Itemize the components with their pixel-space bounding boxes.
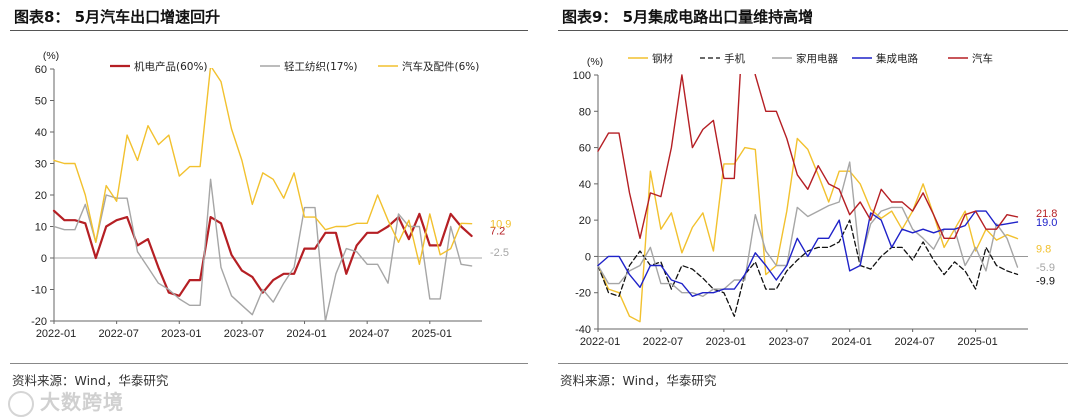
left-legend-label-1: 轻工纺织(17%) (284, 60, 358, 73)
right-x-tick-label: 2024-07 (894, 336, 934, 348)
right-y-tick-label: 80 (579, 106, 591, 118)
right-x-tick-label: 2022-01 (580, 336, 620, 348)
left-source-rule (10, 363, 528, 364)
left-end-label-1: -2.5 (490, 247, 509, 259)
left-chart-panel: 图表8： 5月汽车出口增速回升 -20 -10 0 10 20 30 40 50 60 (%) 20… (10, 8, 528, 388)
left-y-tick-label: 30 (35, 159, 47, 171)
right-y-tick-label: 100 (573, 70, 591, 82)
right-end-label-0: 9.8 (1036, 244, 1051, 256)
left-x-tick-label: 2022-01 (36, 328, 76, 340)
right-chart-panel: 图表9： 5月集成电路出口量维持高增 -40 -20 0 20 40 60 80 100 (%)… (548, 0, 1080, 418)
left-line-chart: -20 -10 0 10 20 30 40 50 60 (%) 2022-01 2022-07 2023… (31, 50, 511, 340)
left-x-tick-label: 2022-07 (98, 328, 138, 340)
left-legend-label-2: 汽车及配件(6%) (402, 60, 479, 73)
right-end-label-2: -5.9 (1036, 262, 1055, 274)
left-chart-title: 图表8： 5月汽车出口增速回升 (14, 8, 221, 26)
right-y-tick-label: 60 (579, 143, 591, 155)
left-x-tick-label: 2023-01 (161, 328, 201, 340)
right-unit-label: (%) (587, 56, 603, 68)
left-x-tick-label: 2025-01 (412, 328, 452, 340)
right-x-tick-label: 2023-07 (769, 336, 809, 348)
left-title-rule (10, 30, 528, 31)
right-series-line-0 (597, 137, 1019, 323)
left-y-tick-label: 60 (35, 64, 47, 76)
right-end-label-4: 21.8 (1036, 208, 1057, 220)
right-series-line-4 (597, 74, 1019, 240)
right-y-tick-label: 20 (579, 215, 591, 227)
left-y-tick-label: 20 (35, 190, 47, 202)
watermark-circle-icon (8, 390, 34, 417)
right-end-label-1: -9.9 (1036, 275, 1055, 287)
right-source-note: 资料来源：Wind，华泰研究 (560, 373, 717, 388)
left-x-tick-label: 2023-07 (224, 328, 264, 340)
left-y-tick-label: 10 (35, 222, 47, 234)
watermark-logo: 大数跨境 (8, 386, 124, 417)
right-y-tick-label: 0 (585, 251, 591, 263)
left-source-note: 资料来源：Wind，华泰研究 (12, 373, 169, 388)
right-chart-title: 图表9： 5月集成电路出口量维持高增 (562, 8, 814, 26)
left-y-tick-label: -20 (31, 316, 47, 328)
right-y-tick-label: -40 (575, 324, 591, 336)
right-source-rule (558, 363, 1068, 364)
right-legend-label-3: 集成电路 (876, 52, 918, 65)
right-y-tick-label: -20 (575, 288, 591, 300)
right-series-line-1 (597, 219, 1019, 317)
left-series-line-1 (53, 178, 473, 321)
right-end-label-3: 19.0 (1036, 217, 1057, 229)
left-end-label-0: 7.2 (490, 225, 505, 237)
watermark-text: 大数跨境 (40, 390, 124, 414)
right-title-rule (558, 30, 1068, 31)
left-x-tick-label: 2024-01 (286, 328, 326, 340)
left-y-tick-label: 0 (41, 253, 47, 265)
left-series-line-2 (53, 68, 473, 266)
left-y-tick-label: -10 (31, 285, 47, 297)
right-legend-label-1: 手机 (724, 52, 745, 65)
right-x-tick-label: 2025-01 (957, 336, 997, 348)
right-line-chart: -40 -20 0 20 40 60 80 100 (%) 2022-01 2022-07 2023-… (573, 52, 1058, 348)
right-x-tick-label: 2024-01 (832, 336, 872, 348)
left-unit-label: (%) (43, 50, 59, 62)
right-x-tick-label: 2022-07 (643, 336, 683, 348)
left-series-line-0 (52, 209, 473, 297)
right-series-line-3 (597, 210, 1019, 297)
right-y-tick-label: 40 (579, 179, 591, 191)
left-series-group (52, 68, 473, 321)
left-y-tick-label: 50 (35, 96, 47, 108)
right-legend-label-0: 钢材 (652, 52, 673, 65)
right-legend-label-2: 家用电器 (796, 52, 838, 65)
left-legend-label-0: 机电产品(60%) (134, 60, 208, 73)
left-x-tick-label: 2024-07 (349, 328, 389, 340)
left-end-label-2: 10.9 (490, 219, 511, 231)
right-legend-label-4: 汽车 (972, 52, 993, 65)
right-series-group (597, 74, 1019, 323)
left-y-tick-label: 40 (35, 127, 47, 139)
right-x-tick-label: 2023-01 (706, 336, 746, 348)
